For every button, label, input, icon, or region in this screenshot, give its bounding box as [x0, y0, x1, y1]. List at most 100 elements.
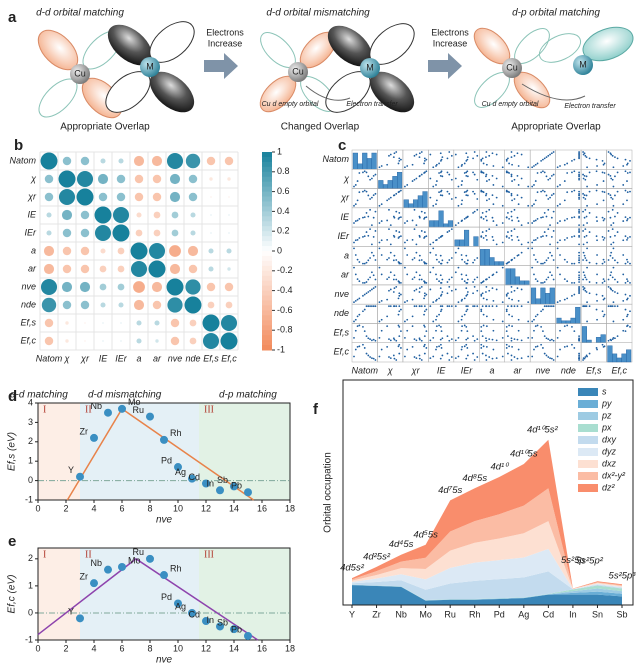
- data-point: [202, 617, 210, 626]
- scatter-point: [423, 216, 426, 219]
- scatter-point: [626, 172, 629, 174]
- scatter-point: [461, 258, 463, 261]
- x-tick-label: 16: [257, 643, 267, 653]
- scatter-point: [552, 259, 555, 261]
- scatter-point: [517, 203, 520, 206]
- correlation-circle: [187, 245, 199, 257]
- correlation-circle: [135, 229, 143, 237]
- scatter-point: [457, 336, 460, 339]
- scatter-point: [380, 254, 383, 256]
- scatter-point: [388, 208, 390, 211]
- scatter-point: [540, 343, 543, 346]
- y-axis-label: Orbital occupation: [323, 452, 334, 533]
- scatter-point: [362, 294, 364, 297]
- correlation-circle: [190, 212, 196, 218]
- scatter-point: [578, 224, 580, 226]
- scatter-point: [505, 189, 508, 192]
- scatter-point: [543, 171, 546, 174]
- scatter-point: [614, 305, 616, 308]
- scatter-point: [465, 152, 468, 155]
- scatter-point: [495, 357, 498, 360]
- scatter-point: [578, 352, 580, 355]
- correlation-circle: [136, 320, 142, 326]
- scatter-point: [616, 305, 619, 308]
- data-point: [202, 479, 210, 488]
- scatter-point: [485, 337, 487, 340]
- scatter-point: [450, 338, 453, 341]
- scatter-point: [418, 152, 421, 155]
- scatter-point: [550, 254, 553, 257]
- colorbar-step: [262, 275, 272, 282]
- histogram-bar: [371, 152, 377, 170]
- scatter-point: [465, 287, 468, 290]
- scatter-point: [441, 259, 444, 262]
- scatter-point: [550, 174, 553, 177]
- panel-letter: f: [313, 401, 319, 418]
- scatter-point: [374, 305, 377, 308]
- correlation-circle: [43, 263, 55, 275]
- scatter-point: [583, 216, 586, 219]
- data-point: [118, 404, 126, 413]
- matrix-cell: [606, 169, 633, 189]
- scatter-point: [362, 262, 364, 265]
- scatter-point: [450, 178, 453, 181]
- scatter-point: [461, 163, 463, 166]
- scatter-point: [429, 196, 432, 199]
- scatter-point: [461, 219, 463, 222]
- scatter-point: [609, 274, 612, 277]
- scatter-point: [588, 352, 591, 355]
- correlation-circle: [225, 301, 233, 309]
- process-arrow: [204, 53, 238, 79]
- scatter-point: [545, 156, 548, 158]
- scatter-point: [472, 352, 474, 355]
- scatter-point: [397, 313, 400, 316]
- scatter-point: [362, 310, 364, 313]
- scatter-point: [465, 294, 468, 297]
- scatter-point: [418, 216, 421, 219]
- scatter-point: [571, 294, 573, 297]
- scatter-point: [425, 170, 428, 173]
- scatter-point: [607, 192, 610, 195]
- scatter-point: [540, 171, 543, 174]
- scatter-point: [510, 194, 513, 197]
- scatter-point: [388, 356, 390, 358]
- region: [80, 403, 199, 500]
- scatter-point: [622, 318, 625, 321]
- histogram-bar: [581, 326, 587, 343]
- legend-label: dz²: [602, 482, 616, 492]
- x-tick-label: 18: [285, 503, 295, 513]
- scatter-point: [491, 357, 494, 360]
- m-lobe: [369, 71, 415, 113]
- scatter-point: [404, 222, 406, 224]
- scatter-point: [492, 348, 495, 351]
- colorbar-step: [262, 260, 272, 267]
- scatter-point: [406, 220, 409, 222]
- scatter-point: [578, 208, 580, 211]
- correlation-circle: [65, 339, 69, 343]
- scatter-point: [374, 173, 377, 176]
- scatter-point: [404, 166, 406, 169]
- scatter-point: [596, 348, 598, 351]
- x-tick-label: 14: [229, 643, 239, 653]
- scatter-point: [614, 156, 616, 158]
- scatter-point: [614, 291, 616, 293]
- scatter-point: [505, 330, 508, 333]
- scatter-point: [423, 261, 426, 264]
- correlation-circle: [40, 278, 58, 296]
- scatter-point: [582, 151, 584, 153]
- scatter-point: [356, 298, 359, 301]
- point-label: Pd: [161, 455, 172, 465]
- column-label: IE: [99, 353, 109, 363]
- scatter-point: [380, 203, 383, 206]
- scatter-point: [622, 300, 625, 302]
- histogram-bar: [464, 229, 470, 247]
- histogram-bar: [352, 152, 358, 170]
- scatter-point: [485, 175, 487, 178]
- scatter-point: [527, 166, 530, 169]
- scatter-point: [578, 212, 580, 214]
- scatter-point: [578, 230, 580, 232]
- scatter-point: [603, 261, 606, 263]
- histogram-bar: [357, 163, 363, 170]
- scatter-point: [573, 158, 576, 161]
- scatter-point: [601, 294, 604, 297]
